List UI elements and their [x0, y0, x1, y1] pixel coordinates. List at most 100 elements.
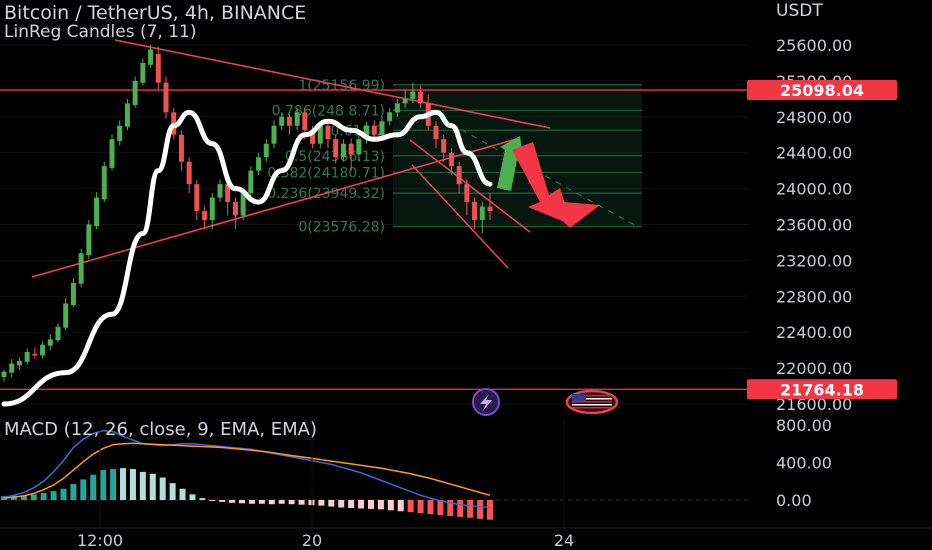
lightning-icon: [472, 388, 500, 416]
linreg-curve: [1, 109, 493, 407]
candle-body: [317, 125, 323, 144]
macd-histogram-bar: [129, 469, 136, 500]
candle-body: [186, 161, 192, 185]
candle-body: [263, 143, 269, 158]
price-badge-label: 21764.18: [780, 380, 864, 399]
candle-body: [348, 143, 354, 155]
price-badge: [747, 80, 897, 101]
us-flag-icon-stripe: [572, 407, 612, 409]
macd-histogram-bar: [258, 500, 265, 504]
macd-histogram-bar: [407, 500, 414, 513]
macd-histogram-bar: [467, 500, 474, 518]
us-flag-icon-stripe: [572, 395, 612, 397]
candle-body: [279, 116, 285, 126]
candle-body: [286, 116, 292, 126]
candle-body: [202, 211, 208, 221]
macd-histogram-bar: [219, 500, 226, 502]
candle-body: [132, 80, 138, 106]
price-badge-label: 25098.04: [780, 81, 864, 100]
time-tick-label: 12:00: [77, 531, 123, 550]
macd-histogram-bar: [487, 500, 493, 520]
macd-histogram-bar: [189, 494, 196, 500]
candle-body: [9, 363, 15, 373]
price-tick-label: 21600.00: [776, 395, 852, 414]
macd-histogram-bar: [139, 471, 146, 500]
price-badge: [747, 379, 897, 400]
macd-histogram-bar: [447, 500, 454, 516]
macd-histogram-bar: [30, 494, 37, 500]
macd-line: [3, 429, 491, 509]
channel-top-line: [409, 139, 531, 233]
macd-histogram-bar: [358, 500, 365, 509]
candle-body: [271, 125, 277, 144]
macd-histogram-bar: [427, 500, 434, 515]
candle-body: [394, 103, 400, 113]
time-tick-label: 24: [554, 531, 574, 550]
candle-body: [248, 170, 254, 194]
macd-histogram-bar: [239, 500, 246, 504]
candle-body: [487, 206, 493, 212]
price-tick-label: 22000.00: [776, 359, 852, 378]
macd-histogram-bar: [328, 500, 335, 507]
macd-histogram-bar: [308, 500, 315, 506]
candle-body: [78, 253, 84, 284]
price-tick-label: 24800.00: [776, 108, 852, 127]
macd-histogram-bar: [100, 470, 107, 500]
us-flag-icon-stripe: [572, 398, 612, 400]
macd-histogram-bar: [179, 488, 186, 500]
candle-body: [40, 344, 46, 356]
candle-body: [1, 371, 7, 378]
candle-body: [124, 103, 130, 127]
price-tick-label: 22400.00: [776, 323, 852, 342]
candles: [1, 45, 493, 382]
fib-level-label: 0.786(248 8.71): [272, 103, 385, 119]
currency-label: USDT: [776, 1, 823, 21]
macd-histogram-bar: [387, 500, 394, 511]
macd-histogram-bar: [70, 484, 77, 500]
macd-histogram-bar: [397, 500, 404, 512]
candle-body: [55, 326, 61, 341]
candle-body: [70, 282, 76, 306]
fib-level-label: 0(23576.28): [298, 220, 385, 236]
macd-histogram-bar: [199, 498, 206, 500]
forecast-arrows: [497, 136, 600, 228]
candle-body: [364, 125, 370, 140]
us-flag-icon-stripe: [572, 401, 612, 403]
indicator-title[interactable]: LinReg Candles (7, 11): [4, 22, 197, 42]
macd-histogram-bar: [110, 469, 117, 500]
macd-histogram-bar: [348, 500, 355, 508]
candle-body: [356, 139, 362, 155]
candle-body: [94, 197, 100, 227]
macd-histogram-bar: [159, 477, 166, 500]
candle-body: [209, 197, 215, 221]
upper-trendline: [114, 39, 551, 129]
macd-histogram-bar: [298, 500, 305, 505]
price-badges: 25098.04 21764.18: [747, 80, 897, 400]
candle-body: [418, 91, 424, 104]
candle-body: [86, 224, 92, 256]
candle-body: [325, 125, 331, 140]
candle-body: [32, 353, 38, 356]
candle-body: [63, 303, 69, 328]
candle-body: [410, 91, 416, 99]
time-axis[interactable]: 12:00 20 24: [0, 418, 932, 550]
price-tick-label: 23600.00: [776, 216, 852, 235]
signal-line: [3, 442, 491, 499]
candle-body: [472, 202, 478, 221]
macd-histogram-bar: [149, 473, 156, 500]
candle-body: [47, 339, 53, 346]
macd-histogram-bar: [248, 500, 255, 504]
macd-histogram-bar: [80, 479, 87, 500]
price-tick-label: 23200.00: [776, 251, 852, 270]
symbol-title[interactable]: Bitcoin / TetherUS, 4h, BINANCE: [4, 2, 307, 24]
price-axis[interactable]: 25600.0025200.0024800.0024400.0024000.00…: [776, 36, 852, 510]
macd-histogram-bar: [50, 491, 57, 500]
event-icons[interactable]: [472, 388, 619, 416]
candle-body: [148, 49, 154, 65]
candle-body: [117, 125, 123, 142]
macd-title[interactable]: MACD (12, 26, close, 9, EMA, EMA): [4, 419, 317, 440]
macd-pane: [0, 429, 748, 520]
macd-tick-label: 800.00: [776, 416, 832, 435]
candle-body: [340, 143, 346, 158]
candle-body: [448, 152, 454, 167]
